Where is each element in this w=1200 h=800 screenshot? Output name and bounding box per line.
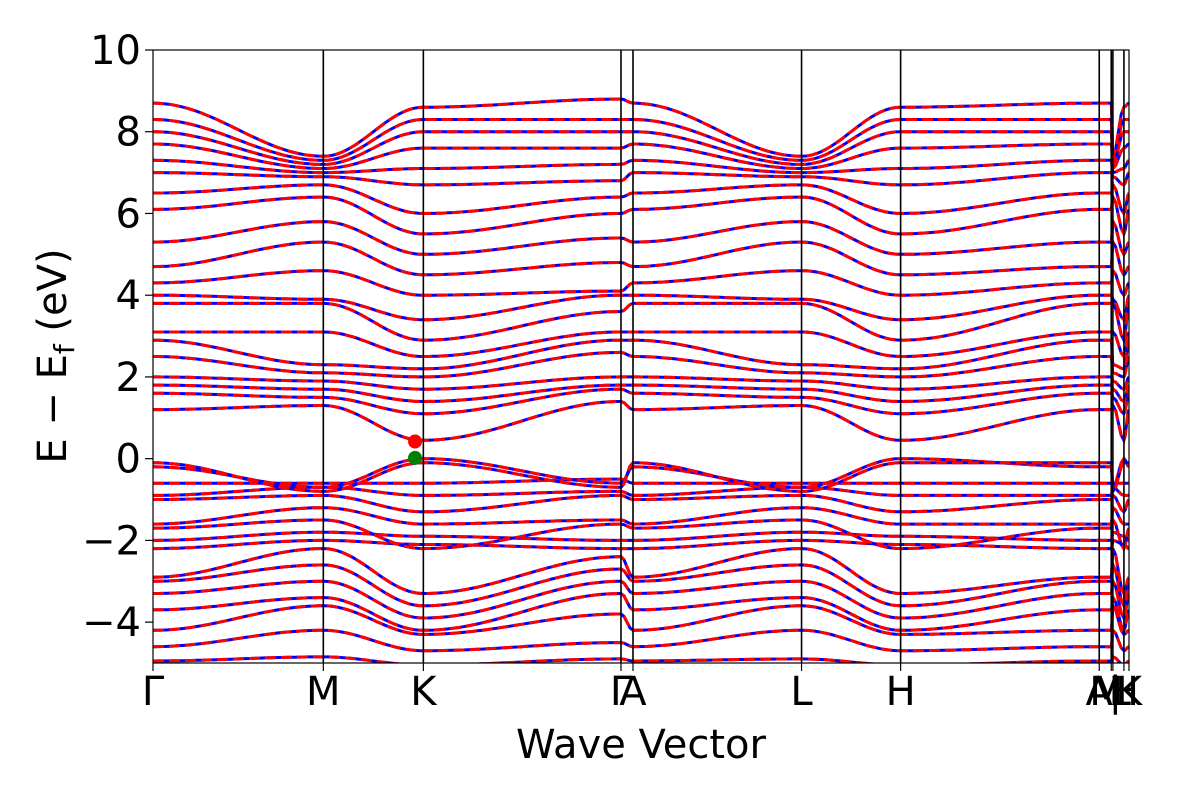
y-tick-label: 10	[90, 28, 141, 74]
cbm-marker	[408, 434, 423, 449]
y-tick-label: 8	[116, 110, 141, 156]
band-line-down-33	[153, 130, 1129, 170]
band-line-up-23	[153, 301, 1129, 345]
band-line-down-18	[153, 383, 1129, 404]
y-tick-label: 2	[116, 355, 141, 401]
band-line-up-28	[153, 192, 1129, 238]
bands-layer	[153, 97, 1129, 663]
y-tick-label: 0	[116, 437, 141, 483]
band-line-down-6	[153, 547, 1129, 597]
y-tick-label: −2	[82, 518, 141, 564]
x-tick-label-1: M	[306, 669, 341, 715]
band-line-down-1	[153, 627, 1129, 653]
x-tick-label-8: M	[1089, 669, 1124, 715]
vbm-marker	[408, 450, 423, 465]
band-line-down-13	[153, 477, 1129, 485]
x-tick-label-5: L	[790, 669, 813, 715]
band-line-down-31	[153, 158, 1129, 175]
band-line-down-22	[153, 330, 1129, 360]
x-axis-label: Wave Vector	[516, 722, 767, 768]
band-line-down-20	[153, 350, 1129, 379]
band-line-down-30	[153, 171, 1129, 187]
band-line-up-6	[153, 547, 1129, 597]
band-line-up-27	[153, 217, 1129, 258]
x-tick-label-7: A	[1086, 669, 1114, 715]
band-line-up-19	[153, 375, 1129, 392]
x-tick-label-6: H	[886, 669, 916, 715]
y-axis-label: E − Ef (eV)	[30, 248, 81, 463]
y-tick-label: 4	[116, 273, 141, 319]
x-tick-label-2: K	[410, 669, 438, 715]
y-axis-label-main: E − E	[30, 354, 76, 464]
band-line-down-17	[153, 387, 1129, 417]
band-line-down-27	[153, 217, 1129, 258]
plot-frame	[152, 49, 1130, 664]
x-tick-label-10: L	[1109, 669, 1132, 715]
x-tick-label-12: K	[1116, 669, 1144, 715]
band-line-up-30	[153, 171, 1129, 187]
band-line-down-19	[153, 375, 1129, 392]
band-line-down-21	[153, 338, 1129, 371]
x-axis-ticks: Γ M K ΓA L H AM|LHK	[142, 663, 1144, 715]
kpoint-lines	[322, 50, 1125, 663]
band-line-down-25	[153, 267, 1129, 298]
band-line-down-26	[153, 237, 1129, 278]
x-tick-label-3: Γ	[610, 669, 633, 715]
band-line-down-11	[153, 493, 1129, 515]
band-line-down-7	[153, 538, 1129, 551]
band-line-down-28	[153, 192, 1129, 238]
band-line-down-29	[153, 181, 1129, 217]
band-edge-markers	[408, 434, 423, 465]
band-line-down-15	[153, 461, 1129, 496]
x-tick-label-11: H	[1109, 669, 1139, 715]
band-line-down-32	[153, 142, 1129, 172]
y-tick-label: 6	[116, 191, 141, 237]
band-line-down-3	[153, 591, 1129, 634]
band-line-down-10	[153, 504, 1129, 526]
y-tick-label: −4	[82, 600, 141, 646]
band-line-down-4	[153, 576, 1129, 622]
y-axis-ticks: −4 −2 0 2 4 6 8 10	[82, 28, 153, 646]
y-axis-label-sub: f	[48, 343, 81, 354]
x-tick-label-0: Γ	[142, 669, 165, 715]
band-line-down-0	[153, 655, 1129, 663]
x-tick-label-4: A	[619, 669, 647, 715]
band-line-up-2	[153, 601, 1129, 637]
band-line-down-12	[153, 485, 1129, 497]
x-tick-label-9: |	[1109, 669, 1122, 715]
band-line-down-35	[153, 97, 1129, 158]
band-line-up-16	[153, 400, 1129, 445]
band-line-up-22	[153, 330, 1129, 360]
y-axis-label-unit: (eV)	[30, 248, 76, 344]
band-line-down-9	[153, 516, 1129, 552]
band-line-down-34	[153, 118, 1129, 167]
band-line-down-24	[153, 293, 1129, 323]
band-line-down-23	[153, 301, 1129, 345]
band-line-down-5	[153, 559, 1129, 610]
